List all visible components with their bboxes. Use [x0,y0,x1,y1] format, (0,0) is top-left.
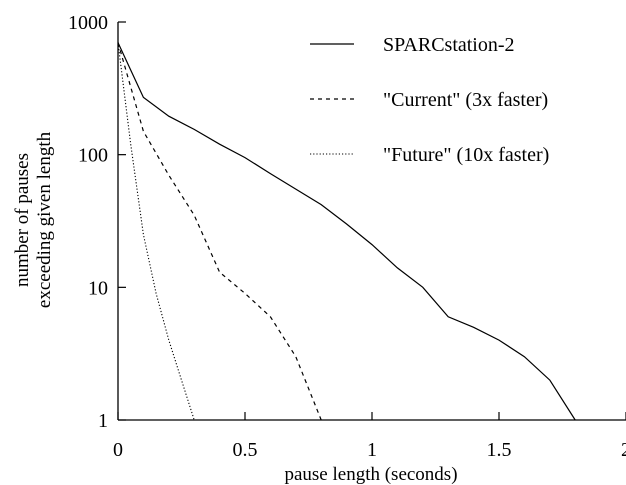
series-group [117,42,576,421]
legend-label: "Future" (10x faster) [383,144,549,166]
legend: SPARCstation-2 "Current" (3x faster) "Futu… [310,34,549,166]
x-tick-label: 0.5 [233,439,258,461]
y-tick-label: 1000 [68,12,108,34]
x-axis-label: pause length (seconds) [284,464,457,485]
y-axis-label: number of pauses exceeding given length [12,131,55,308]
x-tick-label: 1.5 [487,439,512,461]
ticks: 0 0.5 1 1.5 2 1 10 100 1000 [68,12,626,461]
legend-label: SPARCstation-2 [383,34,515,56]
y-tick-label: 10 [88,277,108,299]
y-axis-label-line-2: exceeding given length [34,131,55,308]
series-line-dotted [117,42,195,421]
series-line-solid [117,42,576,421]
y-tick-label: 100 [78,145,108,167]
y-axis-label-line-1: number of pauses [12,153,33,287]
x-tick-label: 0 [113,439,123,461]
x-tick-label: 2 [621,439,626,461]
series-line-dashed [117,42,322,421]
y-tick-label: 1 [98,410,108,432]
legend-label: "Current" (3x faster) [383,89,548,111]
x-tick-label: 1 [367,439,377,461]
axes [117,22,626,421]
